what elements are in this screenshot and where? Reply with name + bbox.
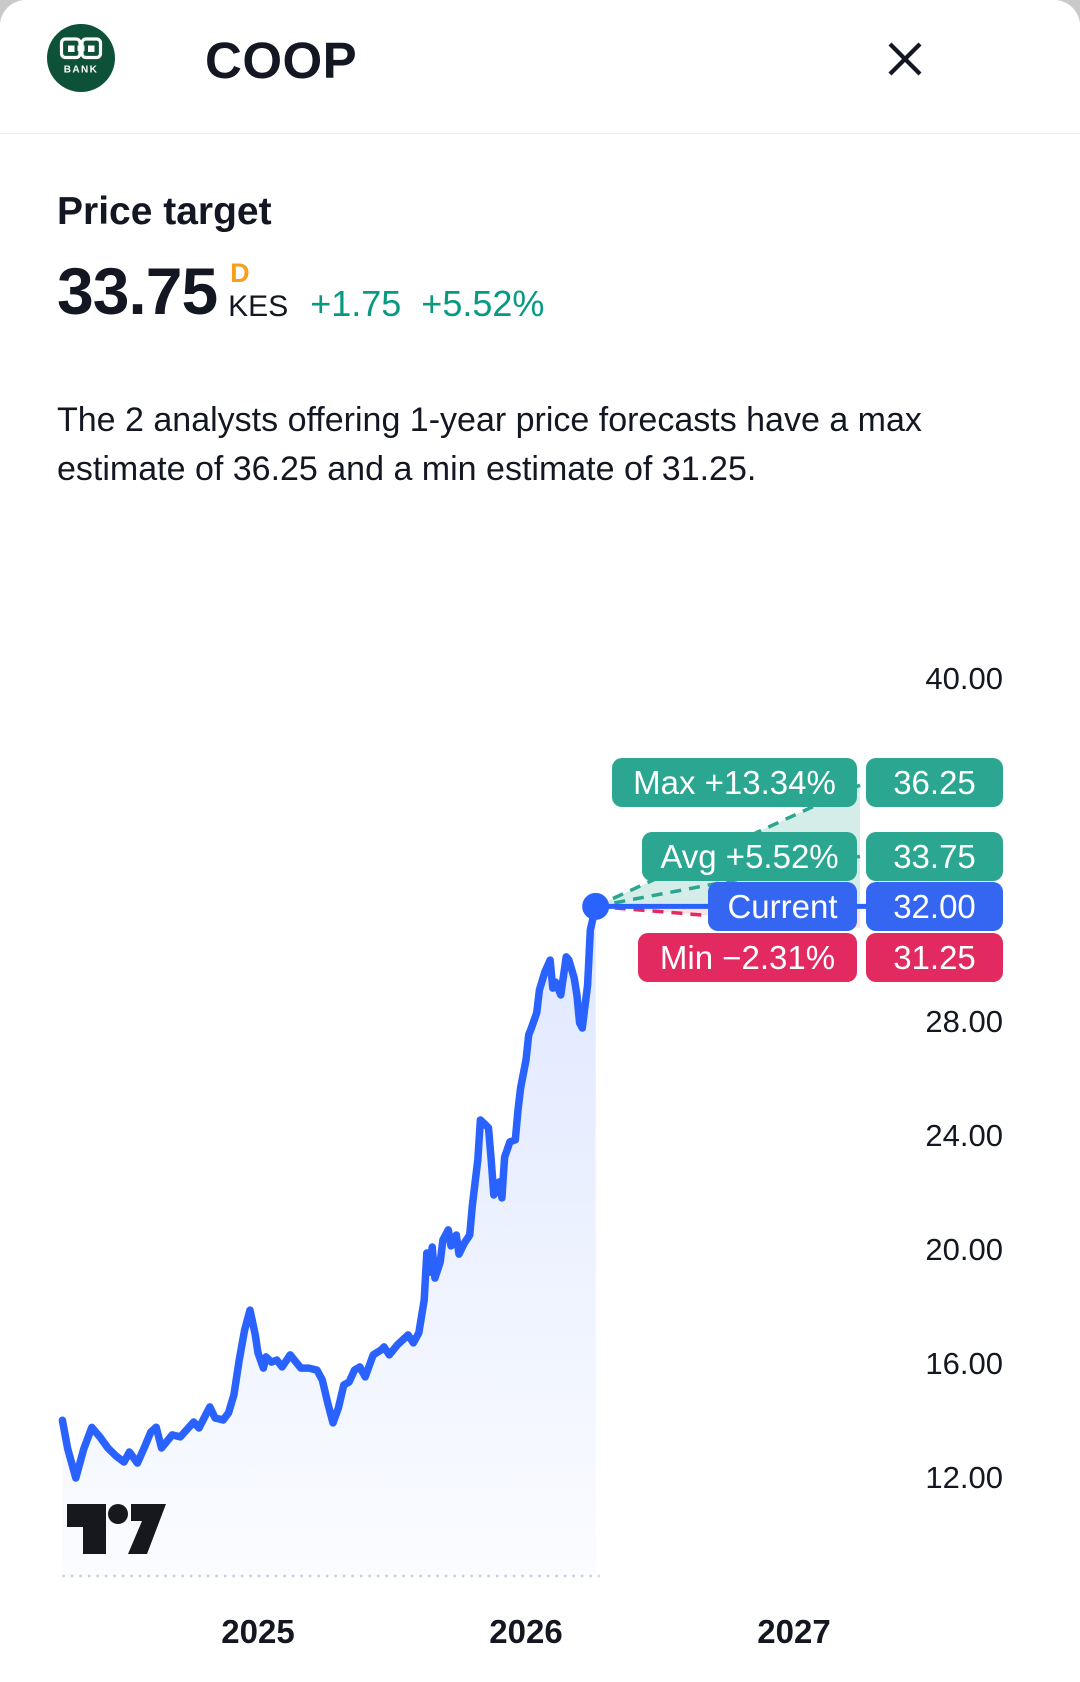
currency-block: D KES: [228, 260, 288, 324]
x-axis-tick: 2025: [221, 1613, 295, 1650]
price-target-heading: Price target: [57, 190, 272, 233]
y-axis-tick: 20.00: [925, 1232, 1003, 1267]
y-axis-tick: 24.00: [925, 1117, 1003, 1153]
y-axis-tick: 40.00: [925, 661, 1003, 696]
tradingview-watermark: [67, 1504, 166, 1554]
x-axis-tick: 2026: [489, 1613, 563, 1650]
close-button[interactable]: [880, 34, 930, 84]
close-icon: [888, 42, 922, 76]
interval-badge: D: [230, 258, 250, 288]
price-area-fill: [62, 906, 596, 1576]
min-target-label: Min −2.31%: [638, 933, 857, 982]
target-price-value: 33.75: [57, 254, 218, 328]
sheet-header: BANK COOP: [0, 0, 1080, 134]
symbol-title: COOP: [205, 32, 358, 89]
max-target-label: Max +13.34%: [612, 758, 857, 807]
price-change-percent: +5.52%: [421, 283, 545, 324]
price-change-absolute: +1.75: [310, 283, 402, 324]
price-line: [58, 902, 600, 1482]
price-change: +1.75 +5.52%: [310, 286, 544, 322]
min-target-value: 31.25: [866, 933, 1003, 982]
avg-target-dashed-line: [595, 854, 861, 909]
current-price-label: Current: [708, 882, 857, 931]
logo-bank-text: BANK: [64, 65, 99, 76]
x-axis-tick: 2027: [757, 1613, 831, 1650]
forecast-description: The 2 analysts offering 1-year price for…: [57, 401, 922, 488]
avg-target-label: Avg +5.52%: [642, 832, 857, 881]
price-row: 33.75 D KES +1.75 +5.52%: [57, 258, 544, 324]
avg-target-value: 33.75: [866, 832, 1003, 881]
current-price-dot: [582, 892, 610, 920]
max-target-value: 36.25: [866, 758, 1003, 807]
min-target-dashed-line: [595, 904, 861, 930]
coop-bank-logo: BANK: [47, 24, 115, 92]
current-price-value: 32.00: [866, 882, 1003, 931]
max-target-dashed-line: [594, 783, 861, 908]
y-axis-tick: 12.00: [925, 1460, 1003, 1496]
y-axis-tick: 16.00: [925, 1346, 1003, 1382]
y-axis-tick: 28.00: [925, 1003, 1003, 1039]
currency-label: KES: [228, 290, 289, 323]
price-chart: Max +13.34% 36.25 Avg +5.52% 33.75 Curre…: [0, 560, 1080, 1682]
